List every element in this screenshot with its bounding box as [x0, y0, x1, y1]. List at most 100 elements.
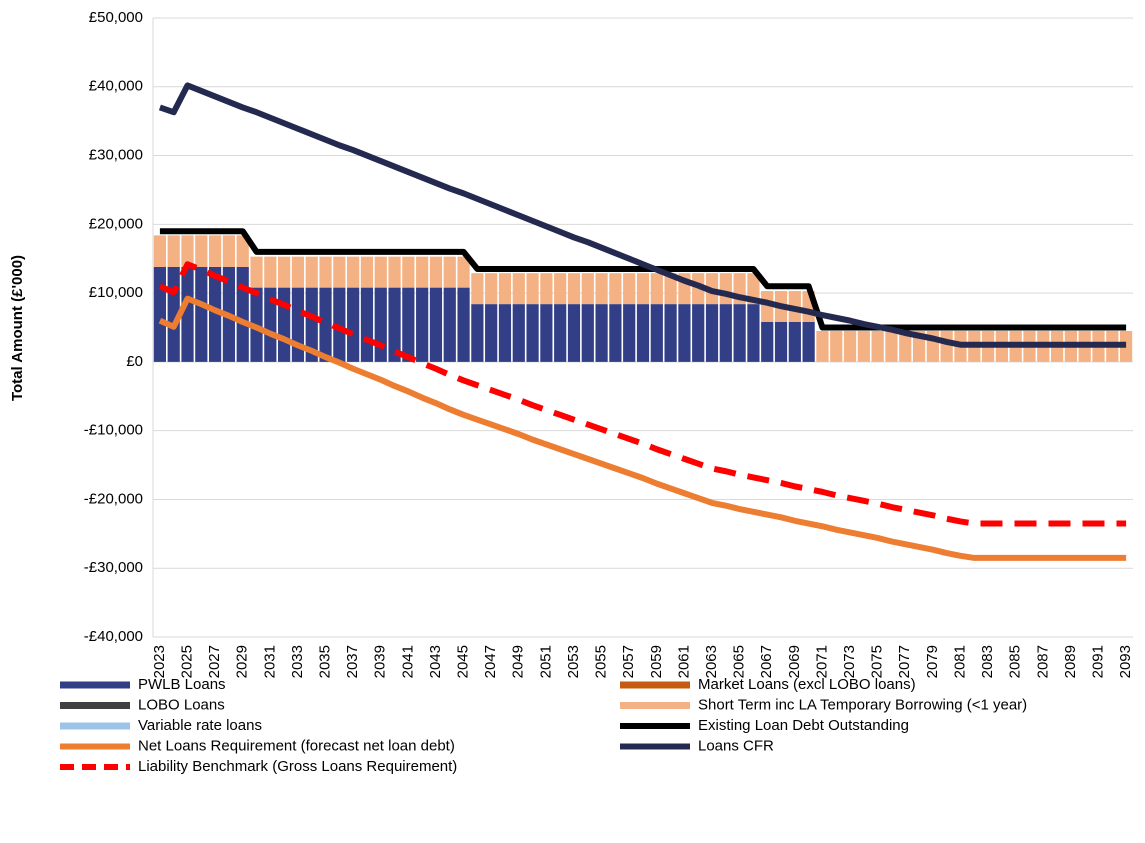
bar-segment [788, 321, 801, 362]
x-tick-label: 2091 [1089, 645, 1106, 678]
bar-segment [264, 287, 277, 362]
bar-segment [236, 266, 249, 362]
x-tick-label: 2059 [648, 645, 665, 678]
bar-segment [485, 273, 498, 305]
x-tick-label: 2055 [593, 645, 610, 678]
bar-segment [457, 287, 470, 362]
x-tick-label: 2063 [703, 645, 720, 678]
bar-segment [153, 266, 167, 362]
x-tick-label: 2077 [896, 645, 913, 678]
y-tick-label: £50,000 [89, 9, 143, 26]
legend-label: Short Term inc LA Temporary Borrowing (<… [698, 696, 1027, 713]
bar-segment [291, 287, 305, 362]
bar-segment [236, 235, 249, 267]
bar-segment [167, 235, 180, 267]
bar-segment [567, 273, 581, 305]
x-tick-label: 2043 [427, 645, 444, 678]
bar-segment [402, 256, 415, 288]
bar-segment [209, 266, 222, 362]
legend-label: Loans CFR [698, 737, 774, 754]
bar-segment [471, 304, 484, 362]
bar-segment [636, 304, 650, 362]
bar-segment [540, 304, 553, 362]
bar-segment [278, 287, 291, 362]
bar-segment [360, 287, 374, 362]
series-line [158, 261, 1127, 527]
x-tick-label: 2087 [1034, 645, 1051, 678]
bar-segment [540, 273, 553, 305]
x-tick-label: 2037 [344, 645, 361, 678]
bar-segment [153, 235, 167, 267]
bar-segment [733, 304, 746, 362]
x-tick-label: 2027 [206, 645, 223, 678]
bar-segment [843, 330, 857, 362]
y-tick-label: -£10,000 [84, 422, 143, 439]
y-tick-label: -£30,000 [84, 559, 143, 576]
bar-segment [319, 287, 332, 362]
legend-label: Market Loans (excl LOBO loans) [698, 676, 916, 693]
x-tick-label: 2053 [565, 645, 582, 678]
bar-segment [526, 304, 539, 362]
bar-segment [609, 273, 622, 305]
x-tick-label: 2049 [510, 645, 527, 678]
bar-segment [623, 273, 636, 305]
bar-segment [347, 287, 360, 362]
bar-segment [443, 287, 456, 362]
x-tick-label: 2079 [924, 645, 941, 678]
bar-segment [457, 256, 470, 288]
bar-segment [636, 273, 650, 305]
bar-segment [719, 273, 732, 305]
bar-segment [291, 256, 305, 288]
x-tick-label: 2033 [289, 645, 306, 678]
bar-segment [719, 304, 732, 362]
legend-label: Liability Benchmark (Gross Loans Require… [138, 758, 457, 775]
x-tick-label: 2085 [1007, 645, 1024, 678]
x-tick-label: 2057 [620, 645, 637, 678]
bar-segment [609, 304, 622, 362]
x-tick-label: 2045 [455, 645, 472, 678]
bar-segment [595, 273, 608, 305]
bar-segment [443, 256, 456, 288]
legend-label: Existing Loan Debt Outstanding [698, 717, 909, 734]
x-tick-label: 2071 [813, 645, 830, 678]
x-tick-label: 2069 [786, 645, 803, 678]
bar-segment [526, 273, 539, 305]
y-tick-label: £0 [126, 353, 143, 370]
bar-segment [388, 287, 401, 362]
series-line [158, 82, 1127, 348]
bar-segment [360, 256, 374, 288]
bar-segment [429, 287, 443, 362]
bar-segment [567, 304, 581, 362]
bar-segment [761, 291, 774, 322]
bar-segment [899, 330, 912, 362]
series-line [159, 228, 1127, 331]
bar-segment [347, 256, 360, 288]
bar-segment [623, 304, 636, 362]
bar-segment [402, 287, 415, 362]
y-tick-label: -£40,000 [84, 628, 143, 645]
legend-label: LOBO Loans [138, 696, 225, 713]
x-tick-label: 2067 [758, 645, 775, 678]
bar-segment [857, 330, 870, 362]
bar-segment [664, 304, 677, 362]
x-tick-label: 2039 [372, 645, 389, 678]
bar-segment [278, 256, 291, 288]
bar-segment [305, 256, 318, 288]
bar-segment [305, 287, 318, 362]
bar-segment [678, 304, 691, 362]
bar-segment [802, 321, 815, 362]
y-axis-label: Total Amount (£'000) [9, 255, 26, 401]
bar-segment [471, 273, 484, 305]
bar-segment [554, 273, 567, 305]
bar-segment [222, 235, 236, 267]
bar-segment [816, 330, 829, 362]
x-tick-label: 2075 [869, 645, 886, 678]
x-tick-label: 2029 [234, 645, 251, 678]
bar-segment [195, 235, 208, 267]
bar-segment [209, 235, 222, 267]
bar-segment [388, 256, 401, 288]
bar-segment [512, 273, 525, 305]
x-tick-label: 2065 [731, 645, 748, 678]
x-tick-label: 2061 [675, 645, 692, 678]
bar-segment [830, 330, 843, 362]
